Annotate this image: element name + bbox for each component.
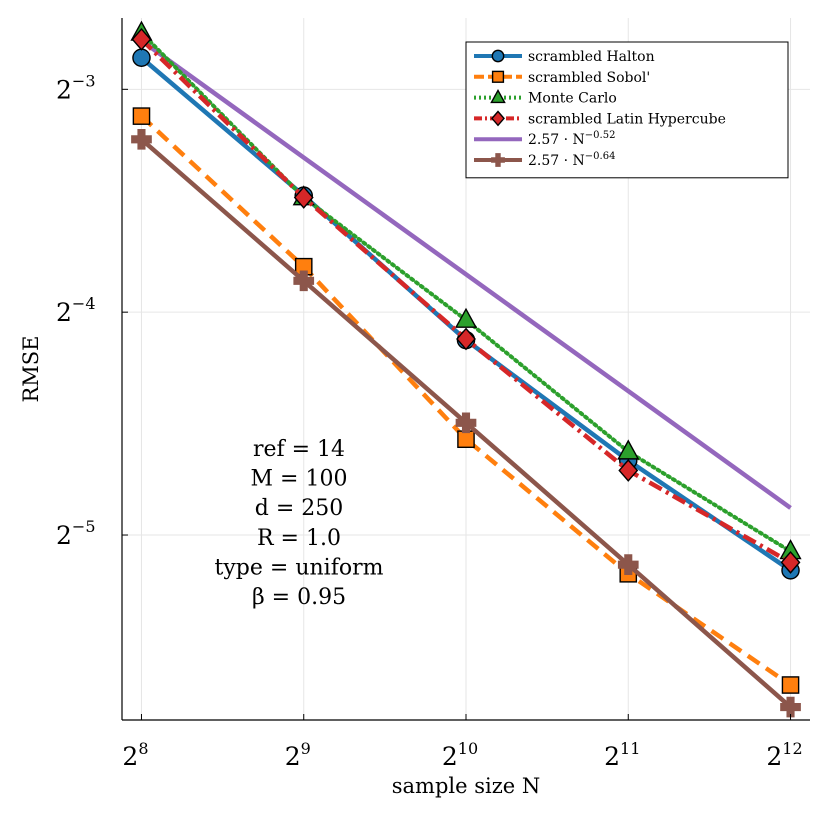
legend-label-exponent: −0.52 <box>585 130 616 141</box>
data-point-marker <box>456 327 476 351</box>
x-tick-base: 2 <box>285 742 301 771</box>
legend-swatch-marker <box>491 110 505 127</box>
x-tick-label: 211 <box>604 739 640 771</box>
legend-label-main: 2.57 · N <box>528 132 585 148</box>
data-point-marker <box>454 307 478 328</box>
series-5-group <box>131 128 801 718</box>
legend-swatch-marker <box>490 88 506 104</box>
data-point-marker <box>457 430 475 449</box>
data-point-marker <box>781 676 800 694</box>
data-point-marker <box>455 412 477 434</box>
y-tick-exponent: −5 <box>72 517 96 536</box>
data-point-marker <box>617 554 639 575</box>
annotation-block: ref = 14 M = 100 d = 250 R = 1.0 type = unif… <box>215 437 384 610</box>
annotation-line: type = uniform <box>215 555 384 580</box>
x-tick-exponent: 10 <box>458 739 478 758</box>
x-tick-base: 2 <box>604 742 620 771</box>
data-point-marker <box>132 48 151 67</box>
x-tick-exponent: 11 <box>620 739 640 758</box>
legend-swatch-marker <box>491 70 505 83</box>
legend-label-exponent: −0.64 <box>585 151 616 162</box>
series-4-group <box>140 38 792 510</box>
y-tick-label: 2−4 <box>56 294 96 327</box>
y-tick-base: 2 <box>56 75 72 104</box>
data-point-marker <box>131 128 152 150</box>
annotation-line: β = 0.95 <box>252 585 346 610</box>
series-line <box>140 38 792 510</box>
x-tick-label: 28 <box>122 739 148 771</box>
legend: scrambled Halton scrambled Sobol' Monte Ca… <box>465 41 789 179</box>
data-point-marker <box>617 439 640 460</box>
x-axis-title-text: sample size N <box>392 774 541 798</box>
y-tick-exponent: −4 <box>72 294 96 313</box>
y-tick-label: 2−5 <box>56 517 96 550</box>
legend-entry-label: Monte Carlo <box>528 91 617 107</box>
x-tick-label: 29 <box>285 739 311 771</box>
x-axis-title: sample size N <box>392 774 541 798</box>
x-tick-exponent: 8 <box>138 739 148 758</box>
x-tick-base: 2 <box>442 742 458 771</box>
data-point-marker <box>132 107 151 125</box>
x-tick-label: 212 <box>766 739 802 771</box>
series-3-group <box>131 27 801 574</box>
x-tick-base: 2 <box>766 742 782 771</box>
x-tick-label: 210 <box>442 739 478 771</box>
x-tick-base: 2 <box>122 742 138 771</box>
series-layer <box>130 20 802 718</box>
y-tick-exponent: −3 <box>72 71 96 90</box>
y-tick-base: 2 <box>56 521 72 550</box>
y-tick-label: 2−3 <box>56 71 96 104</box>
legend-swatch-marker <box>491 49 505 63</box>
legend-entry-label: 2.57 · N−0.64 <box>528 151 615 169</box>
y-tick-base: 2 <box>56 298 72 327</box>
y-axis-title: RMSE <box>19 335 43 402</box>
data-point-marker <box>780 696 801 718</box>
legend-entry-label: 2.57 · N−0.52 <box>528 130 615 148</box>
x-tick-exponent: 9 <box>301 739 311 758</box>
data-point-marker <box>618 459 639 482</box>
legend-entry-label: scrambled Halton <box>528 49 655 65</box>
annotation-line: R = 1.0 <box>257 526 341 551</box>
annotation-line: d = 250 <box>255 496 344 521</box>
legend-entry-label: scrambled Latin Hypercube <box>528 111 726 127</box>
annotation-line: ref = 14 <box>253 437 345 462</box>
legend-label-main: 2.57 · N <box>528 153 585 169</box>
data-point-marker <box>293 270 315 292</box>
data-point-marker <box>780 550 801 574</box>
legend-box <box>465 41 789 179</box>
annotation-line: M = 100 <box>251 467 348 492</box>
x-tick-exponent: 12 <box>782 739 802 758</box>
data-point-marker <box>293 186 314 209</box>
data-point-marker <box>131 27 152 51</box>
legend-entry-label: scrambled Sobol' <box>528 70 650 86</box>
legend-swatch-marker <box>491 153 505 167</box>
